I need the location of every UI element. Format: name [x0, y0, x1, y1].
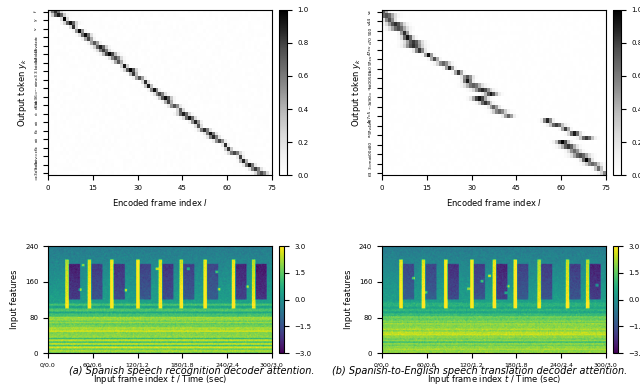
X-axis label: Encoded frame index $l$: Encoded frame index $l$: [446, 196, 542, 208]
Text: (a) Spanish speech recognition decoder attention.: (a) Spanish speech recognition decoder a…: [69, 366, 315, 376]
X-axis label: Encoded frame index $l$: Encoded frame index $l$: [112, 196, 208, 208]
Text: (b) Spanish-to-English speech translation decoder attention.: (b) Spanish-to-English speech translatio…: [332, 366, 628, 376]
X-axis label: Input frame index $t$ / Time (sec): Input frame index $t$ / Time (sec): [427, 374, 561, 386]
Y-axis label: Input features: Input features: [344, 270, 353, 330]
Y-axis label: Output token $y_k$: Output token $y_k$: [349, 58, 363, 127]
Y-axis label: Input features: Input features: [10, 270, 19, 330]
X-axis label: Input frame index $t$ / Time (sec): Input frame index $t$ / Time (sec): [93, 374, 227, 386]
Y-axis label: Output token $y_k$: Output token $y_k$: [16, 58, 29, 127]
